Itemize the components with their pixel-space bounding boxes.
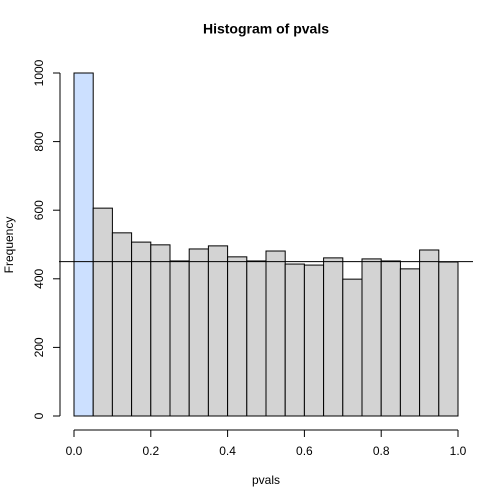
x-axis-label: pvals [252, 473, 280, 487]
x-tick-label: 0.8 [373, 444, 390, 458]
y-tick-label: 0 [32, 412, 46, 419]
bar [169, 260, 190, 417]
bar [73, 72, 94, 417]
bar [92, 207, 113, 417]
y-axis-label: Frequency [2, 217, 16, 274]
x-tick-label: 0.0 [66, 444, 83, 458]
y-tick-label: 800 [32, 131, 46, 151]
bar [207, 245, 229, 417]
bar [419, 249, 440, 417]
bar [361, 258, 382, 417]
x-tick-label: 1.0 [450, 444, 467, 458]
bar [438, 261, 459, 417]
bar [284, 263, 305, 417]
bar [265, 250, 286, 417]
bar [188, 248, 209, 417]
bar [111, 232, 133, 417]
x-tick-label: 0.2 [142, 444, 159, 458]
y-tick-label: 600 [32, 200, 46, 220]
bar [150, 244, 171, 417]
bar [323, 257, 344, 417]
bar [227, 256, 248, 417]
chart-title: Histogram of pvals [203, 21, 329, 37]
y-tick-label: 1000 [32, 59, 46, 86]
y-tick-label: 200 [32, 337, 46, 357]
bar [303, 264, 325, 417]
bar [131, 241, 152, 417]
x-tick-label: 0.6 [296, 444, 313, 458]
y-tick-label: 400 [32, 268, 46, 288]
bar [380, 260, 401, 417]
bar [399, 268, 421, 417]
bar [342, 278, 363, 417]
x-tick-label: 0.4 [219, 444, 236, 458]
bar [246, 260, 267, 417]
